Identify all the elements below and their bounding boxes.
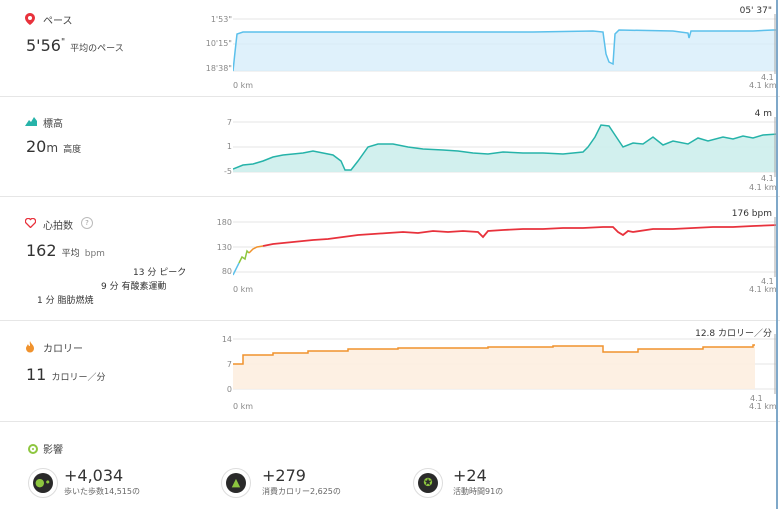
help-icon[interactable]: ? xyxy=(81,217,93,229)
calories-km-end-top: 4.1 xyxy=(750,394,763,403)
zone-peak-label: ピーク xyxy=(159,268,187,278)
elevation-axis-top: 7 xyxy=(226,118,232,127)
heart-icon xyxy=(24,217,37,231)
calories-axis-top: 14 xyxy=(221,335,232,344)
elevation-unit-m: m xyxy=(46,141,59,155)
calories-value: 11 xyxy=(26,365,47,384)
calories-axis-mid: 7 xyxy=(226,360,232,369)
heart-rate-unit: 平均 xyxy=(61,249,80,259)
pace-axis-mid: 10'15" xyxy=(205,39,232,48)
elevation-km-end-top: 4.1 xyxy=(761,174,774,183)
elevation-title: 標高 xyxy=(43,119,63,130)
pace-value-suffix: " xyxy=(60,37,66,48)
pace-km-end-bottom: 4.1 km xyxy=(749,81,777,90)
zone-fat-burn: 1 分 脂肪燃焼 xyxy=(37,293,93,306)
calories-km-start: 0 km xyxy=(233,402,254,411)
zone-peak: 13 分 ピーク xyxy=(133,265,186,278)
pace-km-start: 0 km xyxy=(233,81,254,90)
calories-title: カロリー xyxy=(43,344,83,355)
pace-km-end-top: 4.1 xyxy=(761,73,774,82)
elevation-axis-mid: 1 xyxy=(226,142,232,151)
heart-km-end-top: 4.1 xyxy=(761,277,774,286)
pace-unit: 平均のペース xyxy=(70,44,124,54)
scrollbar[interactable] xyxy=(776,0,778,509)
heart-km-start: 0 km xyxy=(233,285,254,294)
calories-section: カロリー 11 カロリー／分 14 7 0 12.8 カロリー／分 0 km 4… xyxy=(0,321,780,422)
pace-section: ペース 5'56" 平均のペース 1'53" 10'15" 18'38" 05'… xyxy=(0,0,780,97)
mountain-icon xyxy=(25,116,37,129)
zone-fat-burn-label: 脂肪燃焼 xyxy=(57,296,94,306)
heart-km-end-bottom: 4.1 km xyxy=(749,285,777,294)
elevation-value: 20 xyxy=(26,137,47,156)
elevation-unit: 高度 xyxy=(63,145,82,155)
heart-axis-top: 180 xyxy=(216,218,232,227)
active-minutes-impact-circle: ✪ xyxy=(413,468,443,498)
elevation-current-value: 4 m xyxy=(754,109,772,119)
zone-peak-minutes: 13 分 xyxy=(133,268,157,278)
heart-current-value: 176 bpm xyxy=(731,209,772,219)
calories-unit: カロリー／分 xyxy=(51,373,106,383)
zone-cardio-minutes: 9 分 xyxy=(101,282,119,292)
pace-average: 5'56" 平均のペース xyxy=(26,36,124,55)
location-pin-icon xyxy=(25,13,35,28)
elevation-chart[interactable] xyxy=(233,117,778,177)
zone-cardio-label: 有酸素運動 xyxy=(121,282,167,292)
heart-rate-title: 心拍数 xyxy=(43,221,73,232)
pace-axis-bottom: 18'38" xyxy=(205,64,232,73)
steps-impact-sub: 歩いた歩数14,515の xyxy=(64,487,140,496)
calories-impact-sub: 消費カロリー2,625の xyxy=(262,487,341,496)
active-minutes-impact-value: +24 xyxy=(453,466,487,485)
heart-rate-average: 162 平均 bpm xyxy=(26,241,105,260)
heart-axis-mid: 130 xyxy=(216,243,232,252)
steps-impact-circle: ●• xyxy=(28,468,58,498)
pace-chart[interactable] xyxy=(233,14,778,74)
calories-impact-value: +279 xyxy=(262,466,306,485)
elevation-section: 標高 20m 高度 7 1 -5 4 m 4.1 4.1 km xyxy=(0,97,780,197)
impact-section: 影響 ●• +4,034 歩いた歩数14,515の ▲ +279 消費カロリー2… xyxy=(0,422,780,509)
calories-average: 11 カロリー／分 xyxy=(26,365,105,384)
calories-impact-circle: ▲ xyxy=(221,468,251,498)
runner-icon: ✪ xyxy=(418,473,438,493)
calories-chart[interactable] xyxy=(233,334,778,394)
calories-current-value: 12.8 カロリー／分 xyxy=(695,329,772,339)
pace-axis-top: 1'53" xyxy=(210,15,232,24)
heart-rate-chart[interactable] xyxy=(233,217,778,277)
calories-axis-bottom: 0 xyxy=(226,385,232,394)
active-minutes-impact-sub: 活動時間91の xyxy=(453,487,504,496)
heart-rate-value: 162 xyxy=(26,241,57,260)
footprints-icon: ●• xyxy=(33,473,53,493)
elevation-average: 20m 高度 xyxy=(26,137,81,156)
steps-impact-value: +4,034 xyxy=(64,466,124,485)
heart-axis-bottom: 80 xyxy=(221,267,232,276)
flame-small-icon xyxy=(25,341,35,356)
zone-fat-burn-minutes: 1 分 xyxy=(37,296,55,306)
heart-rate-section: 心拍数 ? 162 平均 bpm 13 分 ピーク 9 分 有酸素運動 1 分 … xyxy=(0,197,780,321)
pace-value: 5'56 xyxy=(26,36,61,55)
calories-km-end-bottom: 4.1 km xyxy=(749,402,777,411)
pace-title: ペース xyxy=(43,16,73,27)
zone-cardio: 9 分 有酸素運動 xyxy=(101,279,166,292)
pace-current-value: 05' 37" xyxy=(739,6,772,16)
elevation-km-end-bottom: 4.1 km xyxy=(749,183,777,192)
impact-title: 影響 xyxy=(43,445,63,456)
flame-icon: ▲ xyxy=(226,473,246,493)
target-icon xyxy=(28,444,38,454)
elevation-axis-bottom: -5 xyxy=(224,167,232,176)
heart-rate-unit-bpm: bpm xyxy=(84,249,105,259)
